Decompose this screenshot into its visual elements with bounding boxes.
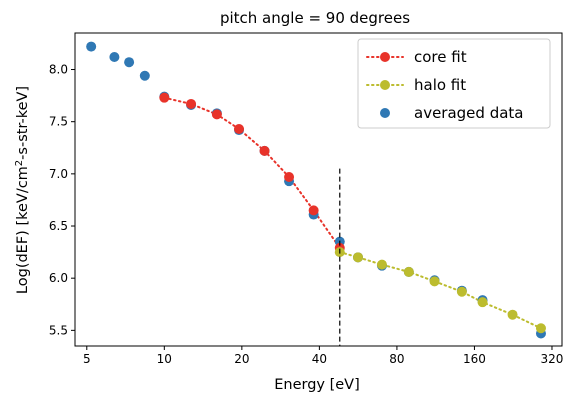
y-tick-label: 6.5	[49, 219, 68, 233]
x-axis-label: Energy [eV]	[274, 377, 360, 393]
averaged-data-point	[109, 51, 120, 62]
legend: core fit halo fit averaged data	[357, 38, 551, 129]
core-fit-point	[186, 98, 197, 109]
core-fit-point	[234, 123, 245, 134]
core-fit-point	[284, 171, 295, 182]
y-tick-label: 7.5	[49, 115, 68, 129]
legend-core-fit-label: core fit	[414, 48, 467, 66]
y-axis-ticks: 5.5 6.0 6.5 7.0 7.5 8.0	[49, 63, 75, 337]
halo-fit-point	[353, 252, 364, 263]
core-fit-point	[259, 145, 270, 156]
chart-title: pitch angle = 90 degrees	[220, 9, 410, 27]
legend-core-fit-marker	[380, 52, 390, 62]
legend-box	[357, 38, 551, 129]
halo-fit-point	[535, 323, 546, 334]
core-fit-point	[159, 92, 170, 103]
x-tick-label: 10	[157, 352, 172, 366]
halo-fit-point	[477, 297, 488, 308]
averaged-data-point	[124, 57, 135, 68]
core-fit-point	[211, 109, 222, 120]
halo-fit-point	[429, 276, 440, 287]
x-tick-label: 40	[312, 352, 327, 366]
halo-fit-point	[507, 309, 518, 320]
legend-halo-fit-label: halo fit	[414, 76, 466, 94]
x-tick-label: 20	[234, 352, 249, 366]
y-axis-label: Log(dEF) [keV/cm2-s-str-keV]	[14, 86, 32, 294]
legend-averaged-data-marker	[380, 108, 390, 118]
x-axis-ticks: 5 10 20 40 80 160 320	[83, 346, 563, 366]
x-tick-label: 80	[389, 352, 404, 366]
legend-averaged-data-label: averaged data	[414, 104, 523, 122]
x-tick-label: 5	[83, 352, 91, 366]
x-tick-label: 320	[541, 352, 564, 366]
halo-fit-point	[403, 266, 414, 277]
x-tick-label: 160	[463, 352, 486, 366]
averaged-data-point	[86, 41, 97, 52]
legend-halo-fit-marker	[380, 80, 390, 90]
y-tick-label: 6.0	[49, 271, 68, 285]
core-fit-point	[308, 205, 319, 216]
y-tick-label: 7.0	[49, 167, 68, 181]
halo-fit-point	[456, 286, 467, 297]
halo-fit-point	[376, 259, 387, 270]
y-tick-label: 5.5	[49, 323, 68, 337]
data-points	[86, 41, 546, 339]
y-tick-label: 8.0	[49, 63, 68, 77]
averaged-data-point	[139, 70, 150, 81]
